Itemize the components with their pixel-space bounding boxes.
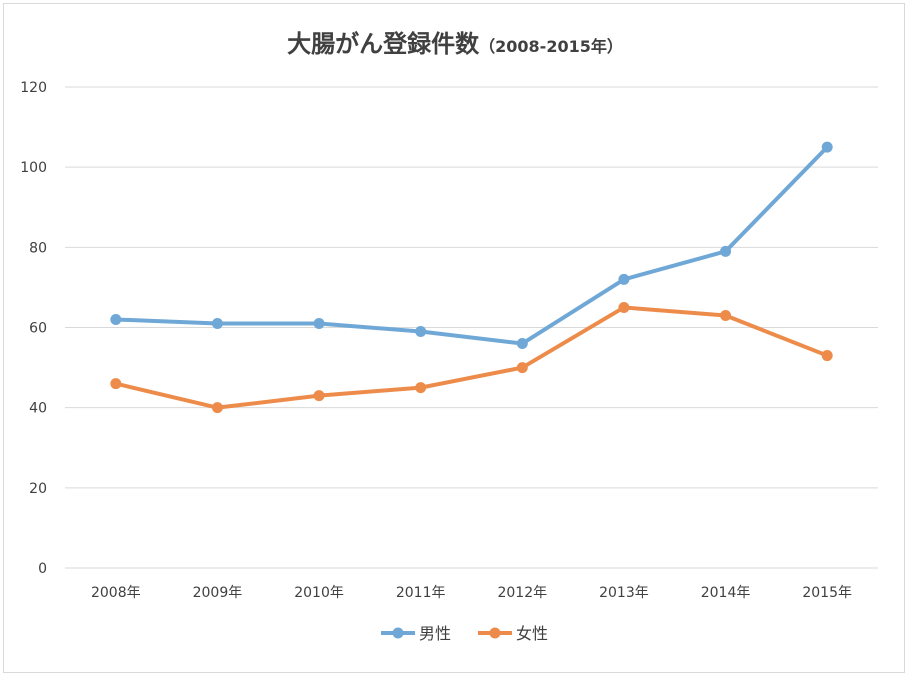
legend-marker [392, 627, 404, 639]
legend-marker [489, 627, 501, 639]
chart-subtitle: （2008-2015年） [479, 37, 623, 56]
y-tick-label: 20 [29, 481, 47, 497]
data-point [618, 301, 630, 313]
data-point [415, 326, 427, 338]
y-tick-label: 100 [20, 160, 47, 176]
chart-title-main: 大腸がん登録件数 [287, 30, 480, 58]
y-tick-label: 40 [29, 401, 47, 417]
data-point [211, 402, 223, 414]
y-tick-label: 120 [20, 80, 47, 96]
x-axis: 2008年 2009年 2010年 2011年 2012年 2013年 2014年 2015年 [91, 585, 852, 601]
y-tick-label: 60 [29, 321, 47, 337]
y-tick-label: 0 [38, 561, 47, 577]
data-point [618, 273, 630, 285]
data-point [516, 362, 528, 374]
series-line [113, 305, 830, 410]
data-point [211, 317, 223, 329]
x-tick-label: 2011年 [396, 585, 446, 601]
data-point [720, 245, 732, 257]
data-point [720, 309, 732, 321]
x-tick-label: 2009年 [193, 585, 243, 601]
x-tick-label: 2012年 [497, 585, 547, 601]
data-point [415, 382, 427, 394]
series-female [110, 301, 833, 414]
x-tick-label: 2015年 [802, 585, 852, 601]
x-tick-label: 2014年 [701, 585, 751, 601]
data-point [821, 350, 833, 362]
data-point [110, 378, 122, 390]
series-group [110, 141, 833, 414]
data-point [821, 141, 833, 153]
series-line [113, 145, 830, 346]
legend-label: 男性 [419, 624, 451, 643]
chart-title: 大腸がん登録件数（2008-2015年） [0, 24, 910, 59]
legend-label: 女性 [516, 624, 548, 643]
x-tick-label: 2010年 [294, 585, 344, 601]
legend-item-female: 女性 [478, 624, 548, 643]
series-male [110, 141, 833, 350]
data-point [313, 317, 325, 329]
y-tick-label: 80 [29, 240, 47, 256]
chart-frame [3, 3, 905, 673]
legend: 男性 女性 [381, 624, 548, 643]
data-point [516, 338, 528, 350]
legend-item-male: 男性 [381, 624, 451, 643]
x-tick-label: 2008年 [91, 585, 141, 601]
y-axis: 0 20 40 60 80 100 120 [20, 80, 47, 577]
gridlines [65, 86, 878, 569]
x-tick-label: 2013年 [599, 585, 649, 601]
data-point [110, 313, 122, 325]
data-point [313, 390, 325, 402]
